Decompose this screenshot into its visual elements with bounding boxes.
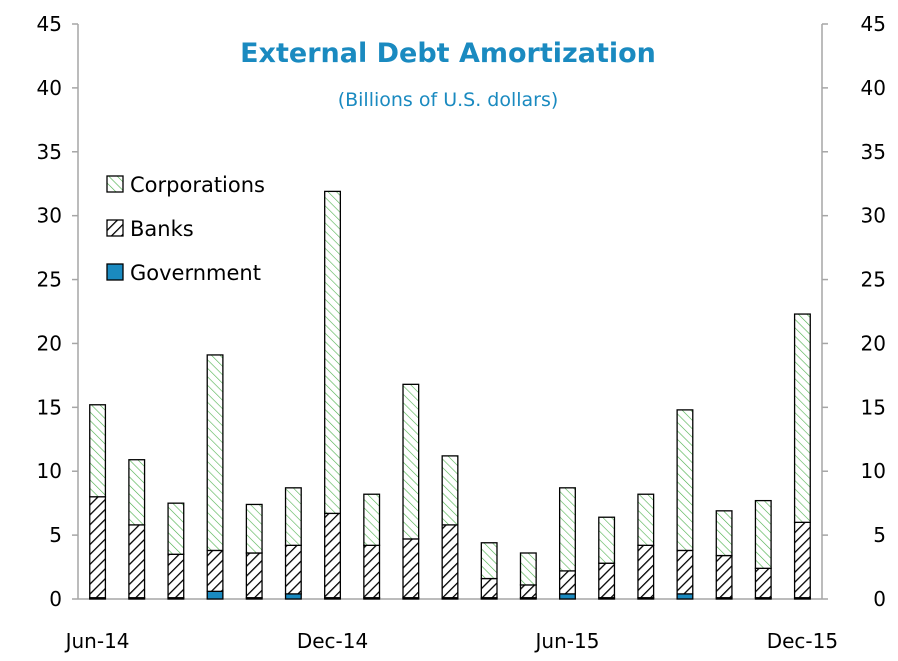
bar-banks-aug-15 bbox=[637, 544, 655, 599]
bar-corporations-mar-15 bbox=[441, 455, 459, 526]
chart-subtitle: (Billions of U.S. dollars) bbox=[338, 89, 559, 111]
bar-banks-oct-15 bbox=[715, 554, 733, 599]
bar-banks-dec-15 bbox=[793, 521, 811, 599]
left-y-tick-label: 30 bbox=[37, 204, 62, 228]
bar-corporations-aug-14 bbox=[167, 502, 185, 555]
legend-swatch-banks bbox=[106, 219, 124, 237]
bar-corporations-jul-14 bbox=[128, 459, 146, 526]
bar-banks-jan-15 bbox=[363, 544, 381, 599]
bar-banks-oct-14 bbox=[245, 552, 263, 599]
bar-corporations-jun-14 bbox=[89, 404, 107, 498]
bar-banks-dec-14 bbox=[324, 512, 342, 599]
right-y-tick-label: 15 bbox=[861, 395, 886, 419]
bar-corporations-oct-15 bbox=[715, 510, 733, 557]
left-y-tick-label: 0 bbox=[49, 587, 62, 611]
chart-title: External Debt Amortization bbox=[240, 38, 656, 69]
bar-government-nov-14 bbox=[284, 593, 302, 600]
legend-label-corporations: Corporations bbox=[130, 173, 265, 197]
bar-corporations-apr-15 bbox=[480, 542, 498, 580]
legend: Corporations Banks Government bbox=[106, 173, 265, 285]
bar-corporations-jan-15 bbox=[363, 493, 381, 546]
bar-banks-jun-14 bbox=[89, 496, 107, 599]
left-y-tick-label: 5 bbox=[49, 523, 62, 547]
legend-label-banks: Banks bbox=[130, 217, 194, 241]
bar-banks-may-15 bbox=[519, 584, 537, 599]
right-y-tick-label: 45 bbox=[861, 12, 886, 36]
bar-banks-jun-15 bbox=[558, 570, 576, 595]
right-y-tick-label: 40 bbox=[861, 76, 886, 100]
left-y-tick-label: 40 bbox=[37, 76, 62, 100]
left-y-tick-label: 10 bbox=[37, 459, 62, 483]
bars bbox=[89, 190, 811, 600]
bar-corporations-nov-15 bbox=[754, 499, 772, 569]
left-y-axis-ticks: 0 5 10 15 20 25 30 35 40 45 bbox=[37, 12, 78, 611]
bar-banks-apr-15 bbox=[480, 577, 498, 599]
right-y-axis-ticks: 0 5 10 15 20 25 30 35 40 45 bbox=[822, 12, 886, 611]
bar-corporations-oct-14 bbox=[245, 503, 263, 554]
legend-label-government: Government bbox=[130, 261, 261, 285]
bar-corporations-jun-15 bbox=[558, 487, 576, 572]
x-tick-label: Dec-14 bbox=[297, 629, 368, 653]
bar-banks-feb-15 bbox=[402, 538, 420, 599]
left-y-tick-label: 35 bbox=[37, 140, 62, 164]
bar-banks-jul-14 bbox=[128, 524, 146, 599]
bar-banks-sep-14 bbox=[206, 549, 224, 592]
bar-banks-sep-15 bbox=[676, 549, 694, 595]
bar-government-jun-15 bbox=[558, 593, 576, 600]
left-y-tick-label: 20 bbox=[37, 331, 62, 355]
right-y-tick-label: 10 bbox=[861, 459, 886, 483]
right-y-tick-label: 30 bbox=[861, 204, 886, 228]
right-y-tick-label: 20 bbox=[861, 331, 886, 355]
x-tick-label: Jun-15 bbox=[534, 629, 600, 653]
left-y-tick-label: 45 bbox=[37, 12, 62, 36]
right-y-tick-label: 25 bbox=[861, 268, 886, 292]
bar-corporations-sep-15 bbox=[676, 409, 694, 552]
bar-corporations-may-15 bbox=[519, 552, 537, 586]
right-y-tick-label: 35 bbox=[861, 140, 886, 164]
bar-corporations-dec-15 bbox=[793, 313, 811, 523]
bar-banks-nov-14 bbox=[284, 544, 302, 595]
legend-swatch-corporations bbox=[106, 175, 124, 193]
bar-government-sep-15 bbox=[676, 593, 694, 600]
x-axis-ticks: Jun-14 Dec-14 Jun-15 Dec-15 bbox=[64, 629, 838, 653]
bar-banks-mar-15 bbox=[441, 524, 459, 599]
bar-banks-aug-14 bbox=[167, 553, 185, 599]
bar-government-sep-14 bbox=[206, 590, 224, 600]
bar-corporations-jul-15 bbox=[598, 516, 616, 564]
bar-banks-nov-15 bbox=[754, 567, 772, 599]
right-y-tick-label: 5 bbox=[873, 523, 886, 547]
bar-banks-jul-15 bbox=[598, 562, 616, 599]
bar-corporations-nov-14 bbox=[284, 487, 302, 546]
bar-corporations-feb-15 bbox=[402, 383, 420, 540]
right-y-tick-label: 0 bbox=[873, 587, 886, 611]
legend-swatch-government bbox=[106, 263, 124, 281]
bar-corporations-sep-14 bbox=[206, 354, 224, 552]
x-tick-label: Dec-15 bbox=[767, 629, 838, 653]
bar-corporations-aug-15 bbox=[637, 493, 655, 546]
left-y-tick-label: 15 bbox=[37, 395, 62, 419]
left-y-tick-label: 25 bbox=[37, 268, 62, 292]
bar-corporations-dec-14 bbox=[324, 190, 342, 515]
x-tick-label: Jun-14 bbox=[64, 629, 130, 653]
